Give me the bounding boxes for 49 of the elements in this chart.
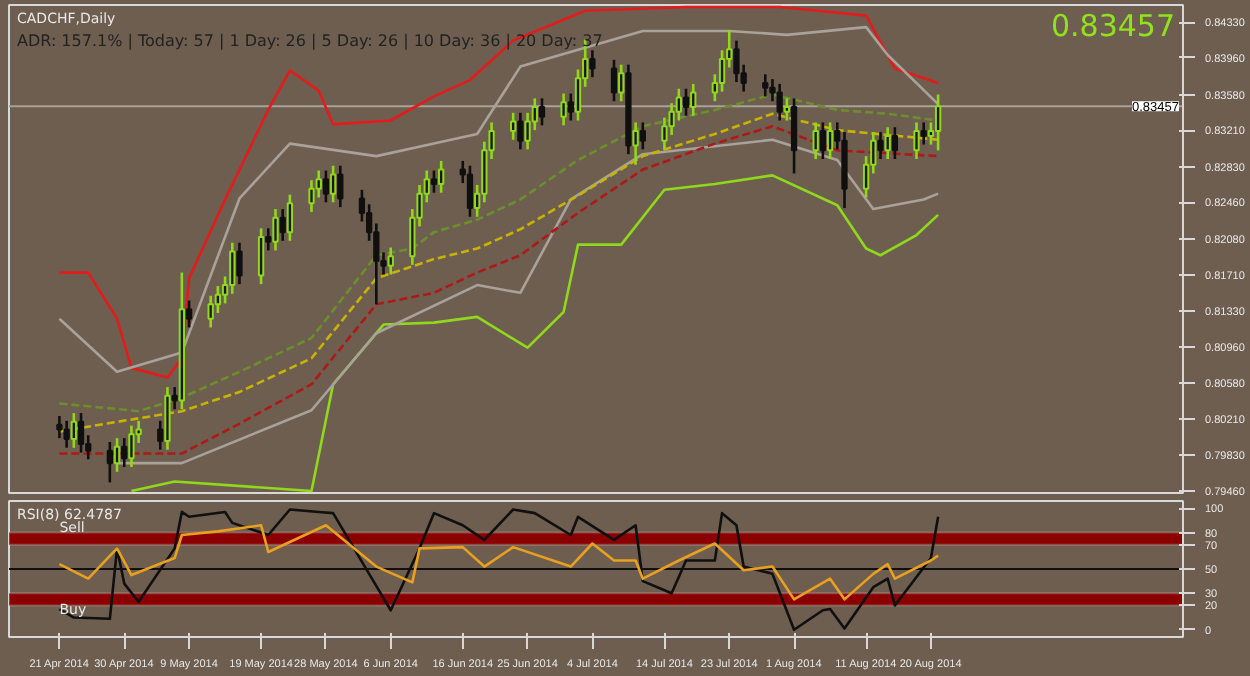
candlestick [229,241,236,296]
candlestick [272,207,279,252]
candlestick [466,164,474,219]
candlestick [762,73,769,98]
candlestick [510,111,517,142]
candlestick [207,294,214,329]
candlestick [236,241,243,286]
candlestick [589,48,596,79]
candlestick [690,82,697,117]
candlestick [682,87,690,117]
candlestick [913,121,920,161]
candlestick [257,227,265,286]
candlestick [790,97,798,175]
candlestick [884,125,891,161]
candlestick [610,58,618,103]
candlestick [121,436,128,469]
candlestick [437,159,445,194]
candlestick [329,164,337,204]
candlestick [56,414,63,440]
candlestick [538,97,546,127]
candlestick [826,121,834,161]
candlestick [77,411,85,454]
candlestick [430,169,438,194]
candlestick [106,440,113,484]
candlestick [113,436,121,474]
candlestick [322,169,330,204]
candlestick [776,82,783,122]
candlestick [733,39,740,84]
candlestick [639,121,646,151]
candlestick [891,125,899,161]
candlestick [819,121,827,161]
candlestick [164,385,171,451]
candlestick [63,419,70,450]
annotation: 0.83457 [1050,8,1175,44]
candlestick [812,121,819,161]
candlestick [934,93,942,152]
line-series [58,523,940,601]
candlestick [308,178,315,214]
candlestick [279,207,286,243]
candlestick [387,246,394,276]
candlestick [70,411,77,450]
candlestick [560,92,567,127]
line-series [130,174,940,493]
candlestick [920,121,927,146]
candlestick [877,130,884,161]
candlestick [517,111,524,151]
candlestick [128,424,135,469]
candlestick [337,164,344,209]
candlestick [286,193,294,243]
